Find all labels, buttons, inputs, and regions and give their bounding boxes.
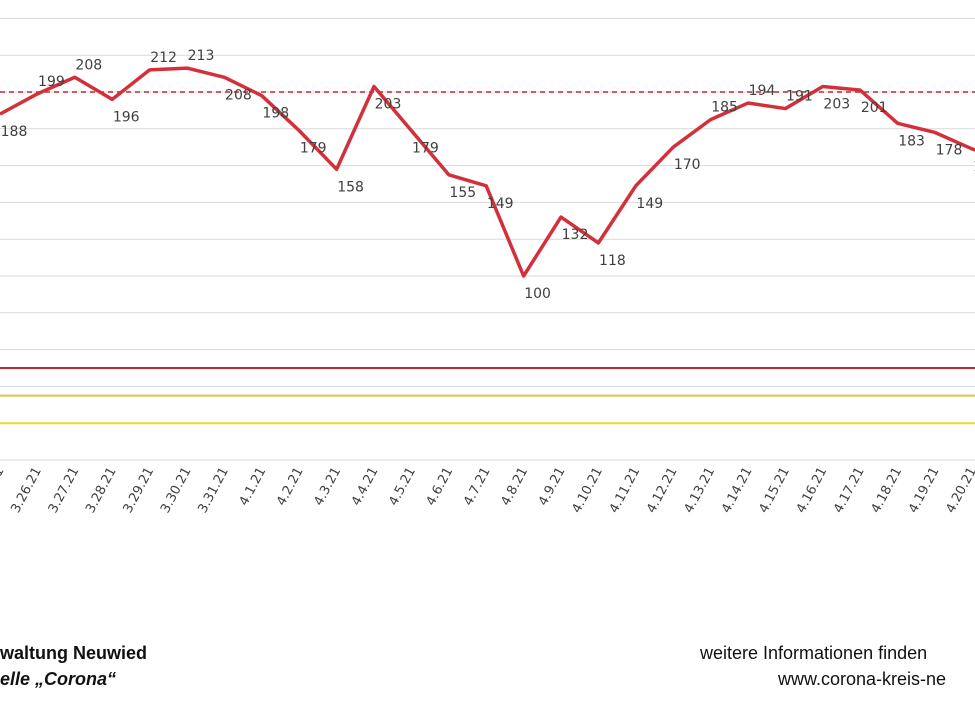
data-label: 199 [38,74,65,90]
series-line [0,66,975,278]
footer-left-line1: waltung Neuwied [0,643,148,663]
data-label: 196 [113,109,140,125]
data-label: 188 [1,124,28,140]
x-tick-label: 4.10.21 [569,465,606,516]
data-label: 213 [188,48,215,64]
grid-lines [0,17,975,461]
x-tick-label: 4.1.21 [237,465,270,509]
data-label: 203 [375,96,402,112]
x-tick-label: 4.8.21 [498,465,531,509]
x-tick-label: 4.9.21 [536,465,569,509]
data-label: 185 [711,100,738,116]
data-label: 203 [823,96,850,112]
x-tick-label: 4.13.21 [682,465,719,516]
data-label: 179 [412,141,439,157]
x-tick-label: 4.18.21 [869,465,906,516]
footer-left-line2: elle „Corona“ [0,669,117,689]
x-tick-label: 3.27.21 [46,465,83,516]
data-label: 118 [599,253,626,269]
x-tick-label: 4.16.21 [794,465,831,516]
data-label: 198 [262,106,289,122]
data-label: 208 [225,87,252,103]
data-label: 179 [300,141,327,157]
data-label: 194 [749,83,776,99]
x-tick-label: 4.7.21 [461,465,494,509]
data-label: 178 [936,142,963,158]
data-label: 149 [636,196,663,212]
data-label: 132 [562,227,589,243]
value-labels: 188 199 208 196 212 213 208 198 179 158 203 179 155 1… [1,48,975,302]
x-tick-label: 4.20.21 [943,465,975,516]
data-label: 183 [898,133,925,149]
x-tick-label: 4.11.21 [607,465,644,516]
data-label: 191 [786,89,813,105]
series-line-group [0,66,975,278]
x-tick-label: 4.2.21 [274,465,307,509]
data-label: 155 [449,185,476,201]
data-label: 158 [337,179,364,195]
x-tick-label: 3.28.21 [83,465,120,516]
x-tick-label: 3.30.21 [158,465,195,516]
footer-right-line2: www.corona-kreis-ne [778,669,947,689]
footer-right-line1: weitere Informationen finden [700,643,928,663]
x-tick-label: 3.31.21 [195,465,232,516]
x-tick-label: 3.26.21 [8,465,45,516]
data-label: 208 [75,57,102,73]
reference-lines [0,91,975,425]
data-label: 169 [973,159,975,175]
x-tick-label: 4.3.21 [311,465,344,509]
data-label: 212 [150,50,177,66]
x-tick-label: 4.19.21 [906,465,943,516]
x-tick-label: 4.14.21 [719,465,756,516]
x-tick-label: 4.12.21 [644,465,681,516]
x-tick-label: 3.25.21 [0,465,8,516]
x-tick-label: 4.5.21 [386,465,419,509]
data-label: 170 [674,157,701,173]
data-label: 201 [861,100,888,116]
x-axis-tick-labels: 3.25.21 3.26.21 3.27.21 3.28.21 3.29.21 3.30.… [0,465,975,516]
x-tick-label: 3.29.21 [121,465,158,516]
data-label: 149 [487,196,514,212]
x-tick-label: 4.4.21 [349,465,382,509]
x-tick-label: 4.6.21 [424,465,457,509]
x-tick-label: 4.15.21 [756,465,793,516]
data-label: 100 [524,286,551,302]
x-tick-label: 4.17.21 [831,465,868,516]
